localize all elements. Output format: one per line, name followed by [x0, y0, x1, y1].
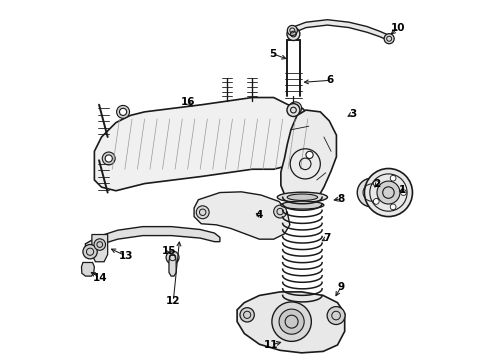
Circle shape	[292, 105, 299, 112]
Circle shape	[390, 175, 396, 181]
Circle shape	[306, 151, 313, 158]
Text: 16: 16	[180, 97, 195, 107]
Circle shape	[166, 251, 179, 264]
Polygon shape	[237, 292, 344, 353]
Polygon shape	[85, 226, 220, 252]
Text: 1: 1	[399, 185, 406, 195]
Circle shape	[373, 198, 379, 204]
Polygon shape	[194, 192, 290, 239]
Text: 9: 9	[338, 282, 344, 292]
Polygon shape	[95, 98, 317, 191]
Text: 7: 7	[323, 233, 330, 243]
Polygon shape	[292, 20, 390, 41]
Text: 12: 12	[166, 296, 180, 306]
Polygon shape	[81, 262, 95, 276]
Text: 11: 11	[264, 340, 278, 350]
Text: 6: 6	[327, 75, 334, 85]
Circle shape	[373, 181, 379, 186]
Text: 13: 13	[119, 251, 133, 261]
Circle shape	[327, 307, 345, 324]
Circle shape	[240, 308, 254, 322]
Circle shape	[279, 309, 304, 334]
Circle shape	[287, 28, 300, 41]
Circle shape	[401, 190, 406, 195]
Circle shape	[289, 102, 302, 115]
Ellipse shape	[277, 192, 327, 202]
Circle shape	[357, 178, 386, 207]
Polygon shape	[169, 255, 176, 276]
Circle shape	[120, 108, 126, 116]
Polygon shape	[281, 110, 337, 207]
Text: 14: 14	[93, 273, 107, 283]
Circle shape	[105, 155, 112, 162]
Text: 15: 15	[162, 246, 176, 256]
Circle shape	[390, 204, 396, 210]
Circle shape	[117, 105, 129, 118]
Ellipse shape	[281, 201, 324, 209]
Text: 4: 4	[256, 210, 263, 220]
Circle shape	[83, 244, 97, 259]
Text: 3: 3	[349, 109, 356, 119]
Circle shape	[377, 181, 400, 204]
Circle shape	[287, 26, 297, 36]
Text: 10: 10	[391, 23, 406, 33]
Circle shape	[196, 206, 209, 219]
Circle shape	[272, 302, 311, 341]
Circle shape	[274, 205, 287, 218]
Circle shape	[365, 168, 413, 217]
Text: 5: 5	[269, 49, 276, 59]
Ellipse shape	[287, 194, 318, 201]
Circle shape	[287, 104, 300, 117]
Circle shape	[384, 34, 394, 44]
Circle shape	[303, 148, 316, 161]
Text: 8: 8	[338, 194, 345, 204]
Circle shape	[94, 239, 105, 250]
Polygon shape	[92, 234, 108, 262]
Circle shape	[102, 152, 115, 165]
Text: 2: 2	[373, 179, 381, 189]
